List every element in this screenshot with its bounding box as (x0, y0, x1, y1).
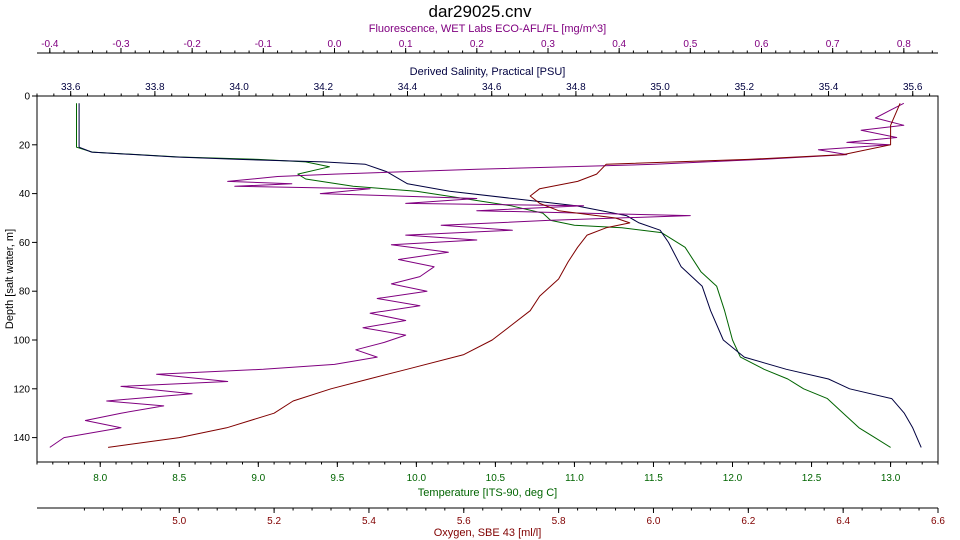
x-tick-label: 0.0 (328, 39, 342, 50)
y-tick-label: 120 (13, 384, 30, 395)
x-tick-label: 9.0 (251, 473, 265, 484)
x-tick-label: 5.0 (172, 516, 186, 527)
x-tick-label: 6.6 (931, 516, 945, 527)
x-tick-label: 12.0 (723, 473, 743, 484)
x-tick-label: 0.2 (470, 39, 484, 50)
x-axis-fluorescence: -0.4 -0.3 -0.2 -0.1 0.0 0.1 0.2 0.3 0.4 0.5 0.6 0.7… (37, 23, 938, 54)
x-tick-label: 9.5 (330, 473, 344, 484)
x-tick-label: 34.8 (566, 82, 586, 93)
x-tick-label: 5.2 (267, 516, 281, 527)
y-tick-label: 100 (13, 336, 30, 347)
x-axis-oxygen: 5.0 5.2 5.4 5.6 5.8 6.0 6.2 6.4 6.6 Oxygen, SBE 4… (37, 507, 945, 539)
y-tick-label: 0 (24, 92, 30, 103)
x-axis-label-oxygen: Oxygen, SBE 43 [ml/l] (434, 527, 542, 539)
x-tick-label: 5.6 (457, 516, 471, 527)
chart-title: dar29025.cnv (428, 2, 532, 21)
x-tick-label: 35.4 (819, 82, 839, 93)
series-line-oxygen (108, 103, 901, 448)
x-tick-label: 11.0 (565, 473, 584, 484)
x-tick-label: 0.1 (399, 39, 413, 50)
x-tick-label: 34.2 (314, 82, 334, 93)
y-tick-label: 20 (19, 140, 31, 151)
x-tick-label: 35.2 (735, 82, 755, 93)
x-tick-label: 5.4 (362, 516, 376, 527)
x-tick-label: 0.7 (826, 39, 840, 50)
y-tick-label: 80 (19, 287, 31, 298)
x-axis-temperature: 8.0 8.5 9.0 9.5 10.0 10.5 11.0 11.5 12.0 12.5 13.0… (36, 462, 939, 499)
x-tick-label: 33.8 (145, 82, 165, 93)
series-line-temperature (76, 103, 891, 448)
x-tick-label: 8.5 (172, 473, 186, 484)
x-tick-label: 6.2 (741, 516, 755, 527)
x-tick-label: 34.0 (229, 82, 249, 93)
x-axis-label-salinity: Derived Salinity, Practical [PSU] (410, 66, 566, 78)
x-tick-label: 6.0 (647, 516, 661, 527)
x-tick-label: 10.5 (486, 473, 506, 484)
x-tick-label: 10.0 (407, 473, 427, 484)
x-axis-label-fluorescence: Fluorescence, WET Labs ECO-AFL/FL [mg/m^… (369, 23, 606, 35)
y-tick-label: 40 (19, 189, 31, 200)
x-tick-label: 0.8 (897, 39, 911, 50)
y-tick-label: 140 (13, 433, 30, 444)
x-tick-label: 5.8 (552, 516, 566, 527)
axes-layer: 0 20 40 60 80 100 120 140 Depth [salt water, m] -… (4, 23, 945, 539)
x-tick-label: 35.6 (903, 82, 923, 93)
x-tick-label: 33.6 (61, 82, 81, 93)
x-tick-label: 11.5 (644, 473, 663, 484)
x-tick-label: 0.5 (683, 39, 697, 50)
x-tick-label: 35.0 (650, 82, 670, 93)
series-line-fluorescence (49, 102, 905, 448)
y-tick-label: 60 (19, 238, 31, 249)
x-tick-label: -0.2 (184, 39, 202, 50)
y-axis-label: Depth [salt water, m] (4, 229, 16, 329)
x-axis-salinity: 33.6 33.8 34.0 34.2 34.4 34.6 34.8 35.0 35.2 35.4… (36, 66, 931, 96)
x-axis-label-temperature: Temperature [ITS-90, deg C] (418, 487, 557, 499)
plot-frame (36, 95, 939, 463)
x-tick-label: 34.4 (398, 82, 418, 93)
x-tick-label: 12.5 (802, 473, 822, 484)
x-tick-label: 0.4 (612, 39, 626, 50)
x-tick-label: 0.6 (755, 39, 769, 50)
x-tick-label: 6.4 (836, 516, 850, 527)
x-tick-label: -0.3 (112, 39, 130, 50)
x-tick-label: 34.6 (482, 82, 502, 93)
series-line-salinity (78, 103, 922, 448)
x-tick-label: 13.0 (881, 473, 901, 484)
x-tick-label: -0.1 (255, 39, 273, 50)
x-tick-label: -0.4 (41, 39, 59, 50)
series-layer (49, 102, 922, 448)
x-tick-label: 0.3 (541, 39, 555, 50)
x-tick-label: 8.0 (93, 473, 107, 484)
